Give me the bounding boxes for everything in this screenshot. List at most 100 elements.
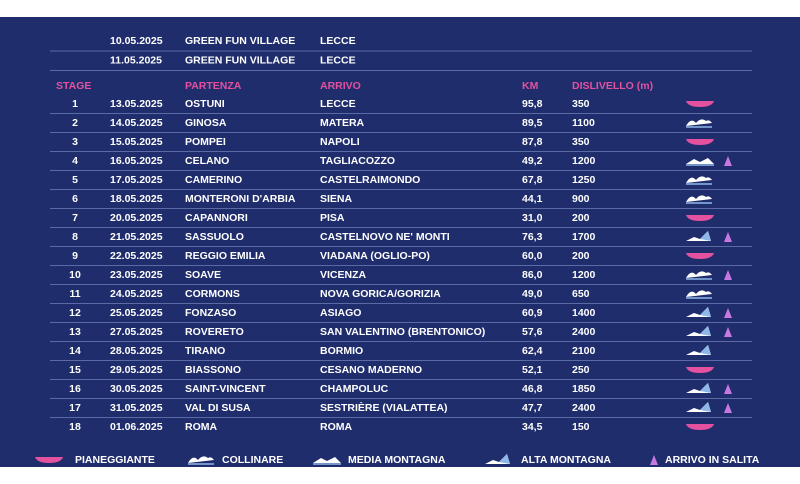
- flat-icon: [686, 215, 714, 221]
- header-cell: PARTENZA: [185, 80, 242, 92]
- cell: PISA: [320, 212, 345, 224]
- hill-icon: [686, 290, 712, 297]
- high-shade: [700, 402, 711, 412]
- cell: 4: [72, 155, 78, 167]
- cell: 13.05.2025: [110, 98, 163, 110]
- cell: 12: [69, 307, 81, 319]
- legend-label: ARRIVO IN SALITA: [665, 454, 760, 466]
- pre-cell: LECCE: [320, 54, 356, 66]
- cell: CESANO MADERNO: [320, 364, 422, 376]
- hill-icon: [686, 195, 712, 202]
- cell: 350: [572, 136, 590, 148]
- cell: 14.05.2025: [110, 117, 163, 129]
- cell: CAMERINO: [185, 174, 242, 186]
- cell: 2400: [572, 402, 596, 414]
- cell: 31,0: [522, 212, 543, 224]
- flat-icon: [686, 101, 714, 107]
- cell: 76,3: [522, 231, 543, 243]
- cell: 200: [572, 250, 590, 262]
- header-cell: STAGE: [56, 80, 91, 92]
- cell: VAL DI SUSA: [185, 402, 251, 414]
- cell: MATERA: [320, 117, 365, 129]
- cell: 46,8: [522, 383, 543, 395]
- cell: 14: [69, 345, 81, 357]
- cell: 16.05.2025: [110, 155, 163, 167]
- cell: 18.05.2025: [110, 193, 163, 205]
- cell: TAGLIACOZZO: [320, 155, 395, 167]
- cell: BORMIO: [320, 345, 363, 357]
- cell: 1250: [572, 174, 596, 186]
- cell: CAPANNORI: [185, 212, 248, 224]
- cell: 95,8: [522, 98, 543, 110]
- climb-icon: [724, 403, 732, 413]
- cell: 27.05.2025: [110, 326, 163, 338]
- cell: 20.05.2025: [110, 212, 163, 224]
- cell: 9: [72, 250, 78, 262]
- climb-icon: [724, 270, 732, 280]
- cell: 86,0: [522, 269, 543, 281]
- cell: 17: [69, 402, 81, 414]
- cell: NAPOLI: [320, 136, 360, 148]
- cell: 23.05.2025: [110, 269, 163, 281]
- pre-cell: GREEN FUN VILLAGE: [185, 35, 295, 47]
- cell: SAINT-VINCENT: [185, 383, 266, 395]
- cell: 5: [72, 174, 78, 186]
- high-shade: [700, 307, 711, 317]
- climb-icon: [650, 455, 658, 465]
- high-shade: [700, 345, 711, 355]
- cell: CASTELNOVO NE' MONTI: [320, 231, 450, 243]
- cell: 01.06.2025: [110, 421, 163, 433]
- legend-label: PIANEGGIANTE: [75, 454, 155, 466]
- mid-icon: [313, 457, 341, 463]
- cell: 44,1: [522, 193, 543, 205]
- cell: 49,0: [522, 288, 543, 300]
- hill-icon: [188, 456, 214, 463]
- background: [0, 17, 800, 467]
- cell: 2100: [572, 345, 596, 357]
- cell: GINOSA: [185, 117, 227, 129]
- cell: OSTUNI: [185, 98, 225, 110]
- cell: CASTELRAIMONDO: [320, 174, 420, 186]
- cell: 11: [69, 288, 80, 300]
- climb-icon: [724, 384, 732, 394]
- cell: 1200: [572, 269, 596, 281]
- cell: ROMA: [185, 421, 217, 433]
- cell: 24.05.2025: [110, 288, 163, 300]
- cell: CHAMPOLUC: [320, 383, 389, 395]
- high-shade: [700, 383, 711, 393]
- cell: 62,4: [522, 345, 543, 357]
- cell: ROMA: [320, 421, 352, 433]
- cell: 350: [572, 98, 590, 110]
- cell: 7: [72, 212, 78, 224]
- cell: NOVA GORICA/GORIZIA: [320, 288, 441, 300]
- high-shade: [700, 231, 711, 241]
- cell: 87,8: [522, 136, 543, 148]
- cell: ASIAGO: [320, 307, 361, 319]
- cell: 200: [572, 212, 590, 224]
- cell: 1400: [572, 307, 596, 319]
- cell: 900: [572, 193, 590, 205]
- pre-cell: GREEN FUN VILLAGE: [185, 54, 295, 66]
- flat-icon: [686, 367, 714, 373]
- cell: FONZASO: [185, 307, 236, 319]
- cell: 650: [572, 288, 590, 300]
- cell: LECCE: [320, 98, 356, 110]
- cell: BIASSONO: [185, 364, 241, 376]
- cell: 2400: [572, 326, 596, 338]
- cell: SASSUOLO: [185, 231, 244, 243]
- header-cell: KM: [522, 80, 539, 92]
- pre-cell: 11.05.2025: [110, 54, 162, 66]
- flat-icon: [686, 424, 714, 430]
- flat-icon: [686, 253, 714, 259]
- cell: 10: [69, 269, 81, 281]
- pre-cell: LECCE: [320, 35, 356, 47]
- cell: 31.05.2025: [110, 402, 163, 414]
- cell: 21.05.2025: [110, 231, 163, 243]
- cell: 1100: [572, 117, 595, 129]
- cell: 17.05.2025: [110, 174, 163, 186]
- cell: 89,5: [522, 117, 543, 129]
- cell: 57,6: [522, 326, 543, 338]
- cell: 60,9: [522, 307, 543, 319]
- climb-icon: [724, 156, 732, 166]
- cell: 22.05.2025: [110, 250, 163, 262]
